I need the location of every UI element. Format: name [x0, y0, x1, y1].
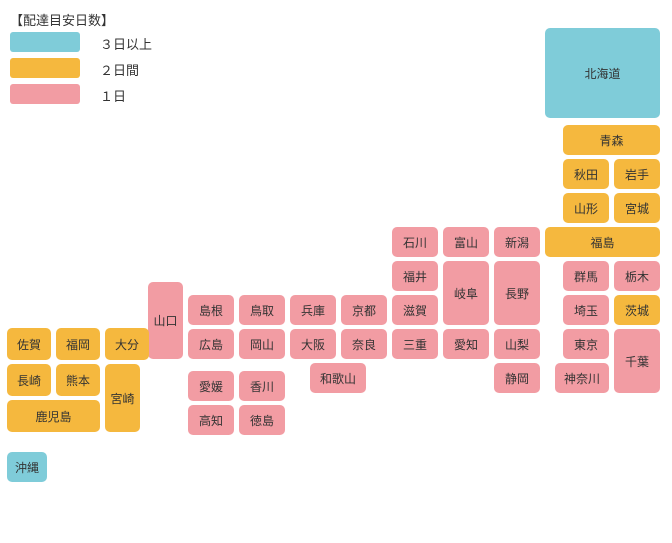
- region-okinawa: 沖縄: [7, 452, 47, 482]
- region-yamagata: 山形: [563, 193, 609, 223]
- legend-label-2days: ２日間: [100, 60, 139, 79]
- region-miyagi: 宮城: [614, 193, 660, 223]
- legend-swatch-1day: [10, 84, 80, 104]
- region-ishikawa: 石川: [392, 227, 438, 257]
- region-kagawa: 香川: [239, 371, 285, 401]
- region-saga: 佐賀: [7, 328, 51, 360]
- region-shizuoka: 静岡: [494, 363, 540, 393]
- region-osaka: 大阪: [290, 329, 336, 359]
- region-shiga: 滋賀: [392, 295, 438, 325]
- region-okayama: 岡山: [239, 329, 285, 359]
- region-aichi: 愛知: [443, 329, 489, 359]
- region-hyogo: 兵庫: [290, 295, 336, 325]
- region-toyama: 富山: [443, 227, 489, 257]
- region-chiba: 千葉: [614, 329, 660, 393]
- legend-label-1day: １日: [100, 86, 126, 105]
- region-niigata: 新潟: [494, 227, 540, 257]
- region-oita: 大分: [105, 328, 149, 360]
- region-nara: 奈良: [341, 329, 387, 359]
- region-gunma: 群馬: [563, 261, 609, 291]
- region-tokushima: 徳島: [239, 405, 285, 435]
- legend-label-3plus: ３日以上: [100, 34, 152, 53]
- region-miyazaki: 宮崎: [105, 364, 140, 432]
- region-tokyo: 東京: [563, 329, 609, 359]
- region-iwate: 岩手: [614, 159, 660, 189]
- region-akita: 秋田: [563, 159, 609, 189]
- region-kagoshima: 鹿児島: [7, 400, 100, 432]
- region-nagasaki: 長崎: [7, 364, 51, 396]
- region-mie: 三重: [392, 329, 438, 359]
- legend-swatch-2days: [10, 58, 80, 78]
- region-nagano: 長野: [494, 261, 540, 325]
- region-ehime: 愛媛: [188, 371, 234, 401]
- legend-swatch-3plus: [10, 32, 80, 52]
- region-ibaraki: 茨城: [614, 295, 660, 325]
- region-fukushima: 福島: [545, 227, 660, 257]
- region-kanagawa: 神奈川: [555, 363, 609, 393]
- region-kochi: 高知: [188, 405, 234, 435]
- region-kyoto: 京都: [341, 295, 387, 325]
- region-wakayama: 和歌山: [310, 363, 366, 393]
- region-tottori: 鳥取: [239, 295, 285, 325]
- region-saitama: 埼玉: [563, 295, 609, 325]
- region-yamaguchi: 山口: [148, 282, 183, 359]
- region-aomori: 青森: [563, 125, 660, 155]
- region-fukui: 福井: [392, 261, 438, 291]
- region-shimane: 島根: [188, 295, 234, 325]
- region-yamanashi: 山梨: [494, 329, 540, 359]
- region-hiroshima: 広島: [188, 329, 234, 359]
- region-hokkaido: 北海道: [545, 28, 660, 118]
- region-kumamoto: 熊本: [56, 364, 100, 396]
- region-gifu: 岐阜: [443, 261, 489, 325]
- region-fukuoka: 福岡: [56, 328, 100, 360]
- title: 【配達目安日数】: [10, 10, 114, 29]
- region-tochigi: 栃木: [614, 261, 660, 291]
